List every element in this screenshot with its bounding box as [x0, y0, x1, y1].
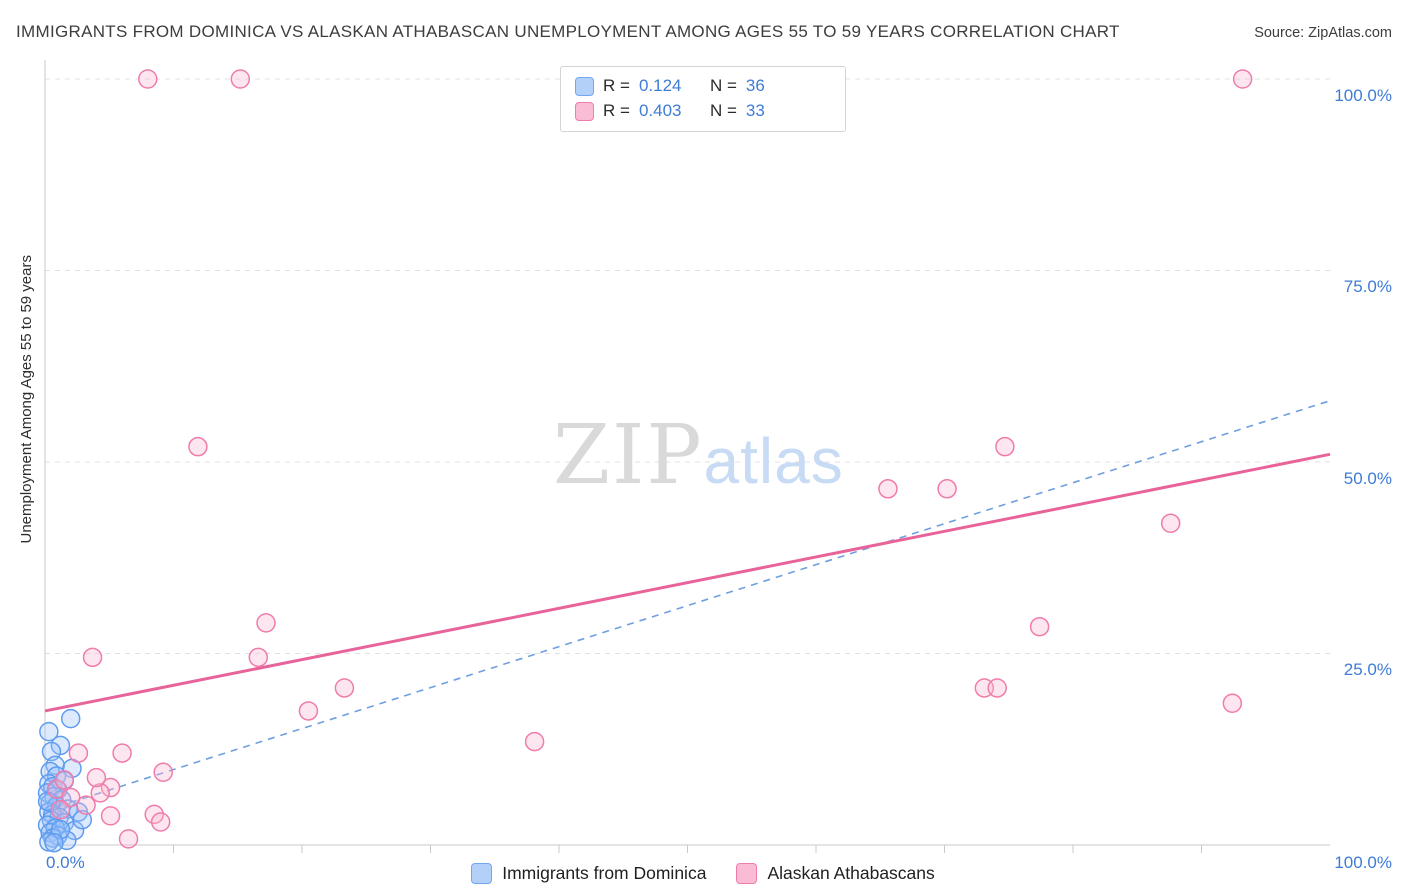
- scatter-point-dominica: [39, 721, 59, 742]
- series-legend: Immigrants from Dominica Alaskan Athabas…: [0, 863, 1406, 884]
- scatter-point-athabascan: [138, 69, 158, 89]
- scatter-point-athabascan: [100, 777, 121, 798]
- pink-series-swatch: [575, 101, 594, 121]
- scatter-point-athabascan: [150, 812, 171, 832]
- scatter-point-athabascan: [68, 743, 89, 763]
- r-value: 0.124: [638, 76, 682, 95]
- r-label: R =: [603, 76, 630, 95]
- scatter-point-dominica: [60, 708, 81, 729]
- x-tick-min: 0.0%: [46, 853, 85, 872]
- scatter-point-athabascan: [878, 479, 898, 499]
- blue-series-swatch: [471, 863, 493, 884]
- scatter-point-dominica: [44, 832, 64, 853]
- correlation-legend-box: R = 0.124 N = 36 R = 0.403 N = 33: [560, 66, 846, 132]
- scatter-point-athabascan: [1232, 69, 1253, 89]
- scatter-point-athabascan: [90, 783, 111, 803]
- scatter-point-athabascan: [86, 767, 107, 788]
- scatter-point-athabascan: [144, 804, 164, 825]
- legend-row-dominica: R = 0.124 N = 36: [575, 76, 831, 96]
- n-value: 33: [745, 101, 765, 120]
- scatter-point-athabascan: [524, 731, 545, 752]
- pink-series-swatch: [736, 863, 758, 884]
- source-link[interactable]: Source: ZipAtlas.com: [1254, 25, 1392, 41]
- scatter-point-athabascan: [118, 829, 139, 849]
- n-label: N =: [709, 76, 737, 95]
- legend-item-athabascan: Alaskan Athabascans: [736, 863, 935, 884]
- scatter-point-athabascan: [995, 436, 1015, 457]
- r-label: R =: [603, 101, 630, 120]
- legend-item-label: Immigrants from Dominica: [502, 863, 707, 883]
- r-value: 0.403: [638, 101, 682, 120]
- scatter-point-athabascan: [1160, 513, 1181, 534]
- n-label: N =: [709, 101, 737, 120]
- page-title: IMMIGRANTS FROM DOMINICA VS ALASKAN ATHA…: [16, 22, 1120, 41]
- blue-series-swatch: [575, 76, 594, 96]
- trend-line-athabascan: [44, 452, 1331, 713]
- scatter-point-athabascan: [298, 701, 319, 721]
- trend-line-dominica: [44, 399, 1331, 812]
- scatter-point-athabascan: [256, 613, 276, 633]
- scatter-point-athabascan: [937, 479, 957, 499]
- scatter-point-athabascan: [188, 436, 208, 457]
- scatter-point-athabascan: [82, 647, 103, 668]
- scatter-point-athabascan: [987, 678, 1007, 698]
- legend-item-label: Alaskan Athabascans: [767, 863, 935, 883]
- scatter-point-athabascan: [50, 800, 71, 820]
- y-tick-25: 25.0%: [1343, 660, 1392, 679]
- y-tick-50: 50.0%: [1343, 469, 1392, 488]
- y-tick-75: 75.0%: [1343, 277, 1392, 296]
- scatter-point-athabascan: [1222, 693, 1243, 714]
- scatter-point-athabascan: [54, 770, 75, 790]
- scatter-point-dominica: [72, 809, 93, 830]
- legend-item-dominica: Immigrants from Dominica: [471, 863, 706, 884]
- scatter-point-athabascan: [334, 678, 355, 698]
- scatter-point-athabascan: [153, 762, 173, 782]
- scatter-point-athabascan: [112, 743, 132, 763]
- scatter-point-athabascan: [248, 647, 269, 668]
- legend-row-athabascan: R = 0.403 N = 33: [575, 101, 831, 121]
- scatter-point-athabascan: [230, 69, 251, 89]
- scatter-point-athabascan: [1029, 616, 1050, 637]
- scatter-point-athabascan: [100, 806, 121, 826]
- n-value: 36: [745, 76, 765, 95]
- scatter-point-athabascan: [76, 795, 96, 815]
- y-tick-100: 100.0%: [1334, 86, 1392, 105]
- x-tick-max: 100.0%: [1334, 853, 1392, 872]
